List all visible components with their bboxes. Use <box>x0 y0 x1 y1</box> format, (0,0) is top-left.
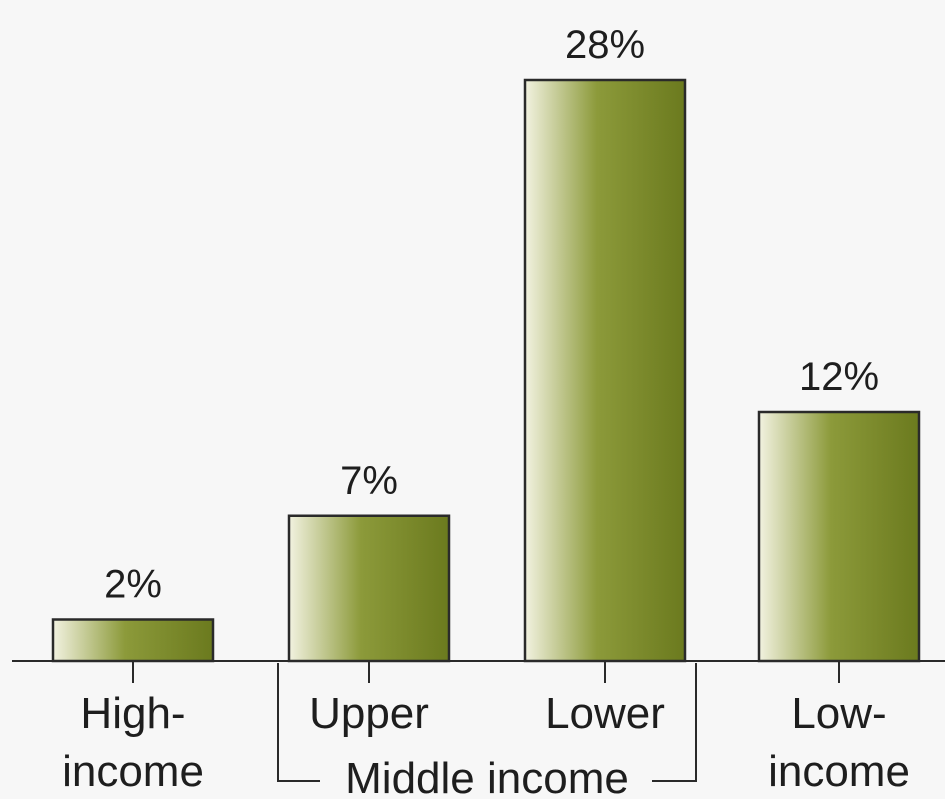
value-label-upper: 7% <box>340 459 398 503</box>
category-label-upper: Upper <box>309 689 429 738</box>
value-label-low-income: 12% <box>799 355 879 399</box>
value-label-high-income: 2% <box>104 563 162 607</box>
bar-upper <box>287 514 451 663</box>
group-label-middle-income: Middle income <box>345 754 629 799</box>
bar-lower <box>523 78 687 663</box>
category-label-high-income-line-2: income <box>62 747 204 796</box>
category-label-low-income-line-1: Low- <box>791 689 886 738</box>
bar-low-income <box>757 410 921 663</box>
category-label-high-income-line-1: High- <box>80 689 185 738</box>
group-bracket-left <box>277 663 320 782</box>
group-bracket-right <box>652 663 697 782</box>
value-label-lower: 28% <box>565 23 645 67</box>
category-label-low-income-line-2: income <box>768 747 910 796</box>
category-label-lower: Lower <box>545 689 665 738</box>
bar-high-income <box>51 618 215 663</box>
